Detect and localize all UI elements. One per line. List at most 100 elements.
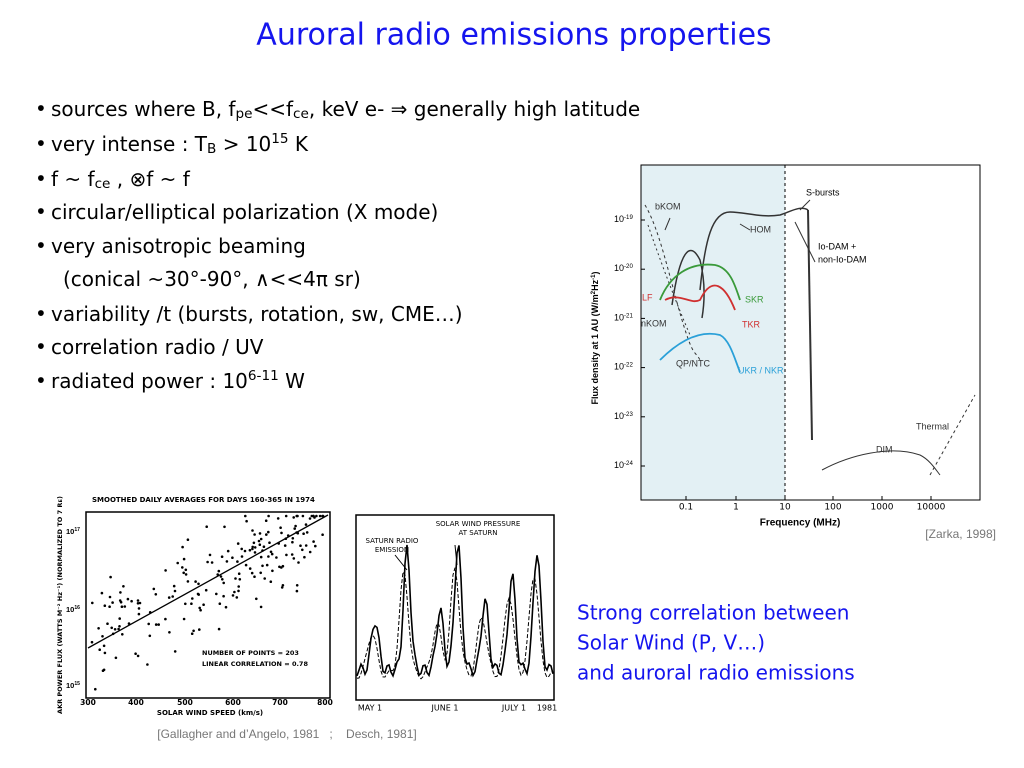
scatter-dot xyxy=(134,652,137,655)
bullet-marker: • xyxy=(35,200,47,224)
scatter-dot xyxy=(126,597,130,601)
x-axis-label: Frequency (MHz) xyxy=(760,518,841,529)
scatter-dot xyxy=(111,601,114,604)
plot-frame xyxy=(355,514,555,701)
scatter-dot xyxy=(181,545,184,549)
text-run: very anisotropic beaming xyxy=(51,234,306,258)
scatter-dot xyxy=(206,560,209,564)
scatter-dot xyxy=(186,538,190,541)
scatter-dot xyxy=(136,654,140,658)
scatter-dot xyxy=(292,557,296,560)
scatter-dot xyxy=(291,540,294,544)
scatter-dot xyxy=(97,627,100,630)
scatter-dot xyxy=(109,575,112,579)
x-tick-label: 100 xyxy=(824,503,841,513)
scatter-dot xyxy=(136,599,140,602)
figure-label: QP/NTC xyxy=(676,358,711,368)
scatter-dot xyxy=(191,597,194,600)
scatter-points xyxy=(90,514,325,691)
text-run: radiated power : 10 xyxy=(51,369,248,393)
scatter-dot xyxy=(296,514,299,518)
scatter-dot xyxy=(117,627,120,631)
scatter-dot xyxy=(267,514,270,518)
scatter-dot xyxy=(223,525,226,529)
scatter-dot xyxy=(236,542,240,545)
scatter-dot xyxy=(312,540,315,543)
text-run: > 10 xyxy=(216,132,271,156)
scatter-dot xyxy=(290,553,294,556)
superscript: -1 xyxy=(590,274,597,280)
figure-label: UKR / NKR xyxy=(738,365,784,375)
text-run: (conical ~30°-90°, ∧<<4π sr) xyxy=(63,267,361,291)
scatter-dot xyxy=(173,589,177,593)
scatter-dot xyxy=(277,542,281,545)
scatter-dot xyxy=(98,648,101,651)
subscript: ce xyxy=(95,176,111,192)
y-tick-label: 10-19 xyxy=(614,214,633,224)
scatter-dot xyxy=(154,593,158,596)
scatter-dot xyxy=(172,584,176,588)
text-run: 10 xyxy=(614,264,624,274)
scatter-dot xyxy=(240,555,244,558)
x-axis-label: SOLAR WIND SPEED (km/s) xyxy=(157,709,263,717)
scatter-dot xyxy=(279,526,282,529)
bullet-text: (conical ~30°-90°, ∧<<4π sr) xyxy=(63,267,361,291)
bullet-list: • sources where B, fpe<<fce, keV e- ⇒ gen… xyxy=(35,97,640,393)
scatter-dot xyxy=(267,530,270,534)
scatter-dot xyxy=(251,545,254,549)
bullet-text: very anisotropic beaming xyxy=(51,234,306,258)
scatter-dot xyxy=(224,605,228,609)
text-run: , keV e- ⇒ generally high latitude xyxy=(309,97,640,121)
x-tick-label: 10000 xyxy=(917,503,946,513)
scatter-dot xyxy=(221,578,224,581)
scatter-dot xyxy=(308,517,312,520)
scatter-dot xyxy=(184,602,187,606)
scatter-dot xyxy=(257,539,261,543)
scatter-dot xyxy=(120,605,124,608)
y-tick-label: 10-24 xyxy=(614,460,633,470)
scatter-dot xyxy=(283,544,287,547)
text-run: 10 xyxy=(614,214,624,224)
scatter-dot xyxy=(94,687,97,691)
x-tick-label: 1 xyxy=(733,503,739,513)
scatter-dot xyxy=(259,605,263,609)
x-tick-label: 300 xyxy=(80,698,96,707)
scatter-dot xyxy=(101,669,105,672)
scatter-dot xyxy=(164,569,167,572)
scatter-dot xyxy=(293,527,297,530)
text-run: variability /t (bursts, rotation, sw, CM… xyxy=(51,302,463,326)
spectrum-figure xyxy=(640,164,981,501)
figure-label: bKOM xyxy=(655,201,681,211)
scatter-dot xyxy=(146,663,149,666)
scatter-dot xyxy=(182,571,185,575)
text-run: <<f xyxy=(252,97,294,121)
scatter-dot xyxy=(321,514,324,518)
scatter-dot xyxy=(265,533,268,536)
scatter-dot xyxy=(269,550,273,554)
scatter-dot xyxy=(90,640,94,644)
wind-curve xyxy=(356,567,554,680)
scatter-dot xyxy=(110,626,113,630)
scatter-dot xyxy=(103,604,107,607)
scatter-dot xyxy=(101,635,104,638)
figure-label: DIM xyxy=(876,444,893,454)
scatter-dot xyxy=(240,547,243,551)
slide-title: Auroral radio emissions properties xyxy=(256,18,771,53)
scatter-dot xyxy=(301,514,305,518)
scatter-dot xyxy=(265,563,269,567)
y-tick-label: 10-21 xyxy=(614,313,633,323)
scatter-dot xyxy=(267,555,270,558)
curve-hom xyxy=(699,207,809,291)
scatter-dot xyxy=(157,623,160,626)
scatter-figure xyxy=(85,511,331,699)
figure-note: LINEAR CORRELATION = 0.78 xyxy=(202,660,308,668)
bullet-marker: • xyxy=(35,369,47,393)
text-run: Hz xyxy=(590,279,600,290)
figure-label: LF xyxy=(642,292,653,302)
scatter-dot xyxy=(184,573,188,576)
figure-label: TKR xyxy=(742,319,761,329)
scatter-dot xyxy=(253,575,256,578)
scatter-dot xyxy=(248,567,252,570)
bullet-marker: • xyxy=(35,302,47,326)
text-run: Flux density at 1 AU (W/m xyxy=(590,294,600,404)
